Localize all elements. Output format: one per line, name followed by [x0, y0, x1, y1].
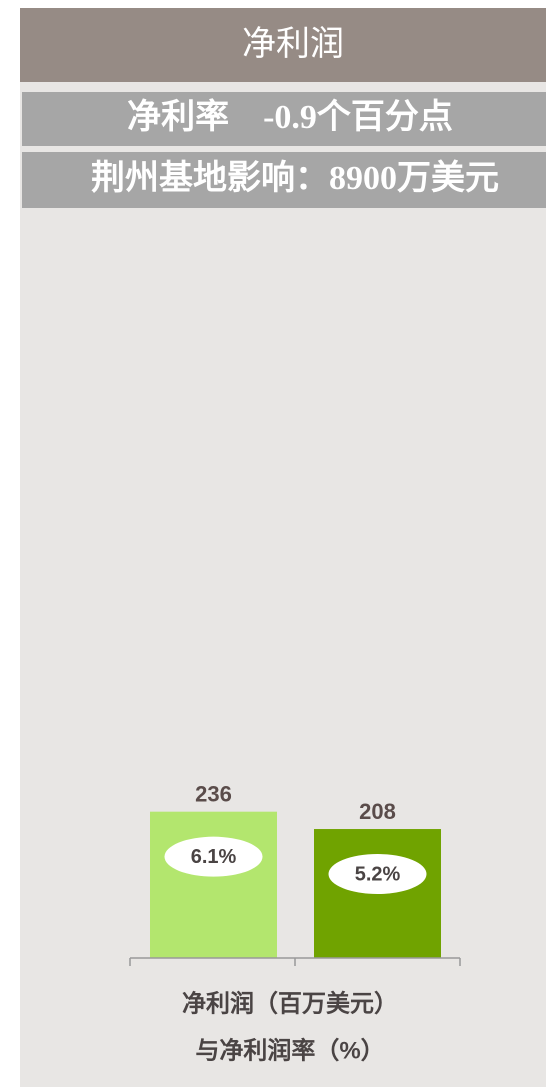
subtitle: 荆州基地影响：8900万美元: [91, 159, 499, 197]
rate-badge: [328, 854, 427, 895]
rate-badge: [164, 836, 263, 877]
subtitle-bar: [22, 152, 546, 208]
header-bar: [20, 8, 546, 82]
rate-label: 5.2%: [355, 863, 401, 885]
subtitle: 净利率 -0.9个百分点: [127, 98, 453, 136]
axis-label: 净利润（百万美元）: [182, 989, 398, 1017]
rate-label: 6.1%: [191, 846, 237, 868]
chart-title: 净利润: [242, 25, 344, 63]
subtitle-bar: [22, 92, 546, 146]
value-label: 208: [359, 799, 396, 824]
value-label: 236: [195, 781, 232, 806]
bar: [150, 811, 277, 958]
axis-label: 与净利润率（%）: [195, 1036, 384, 1064]
